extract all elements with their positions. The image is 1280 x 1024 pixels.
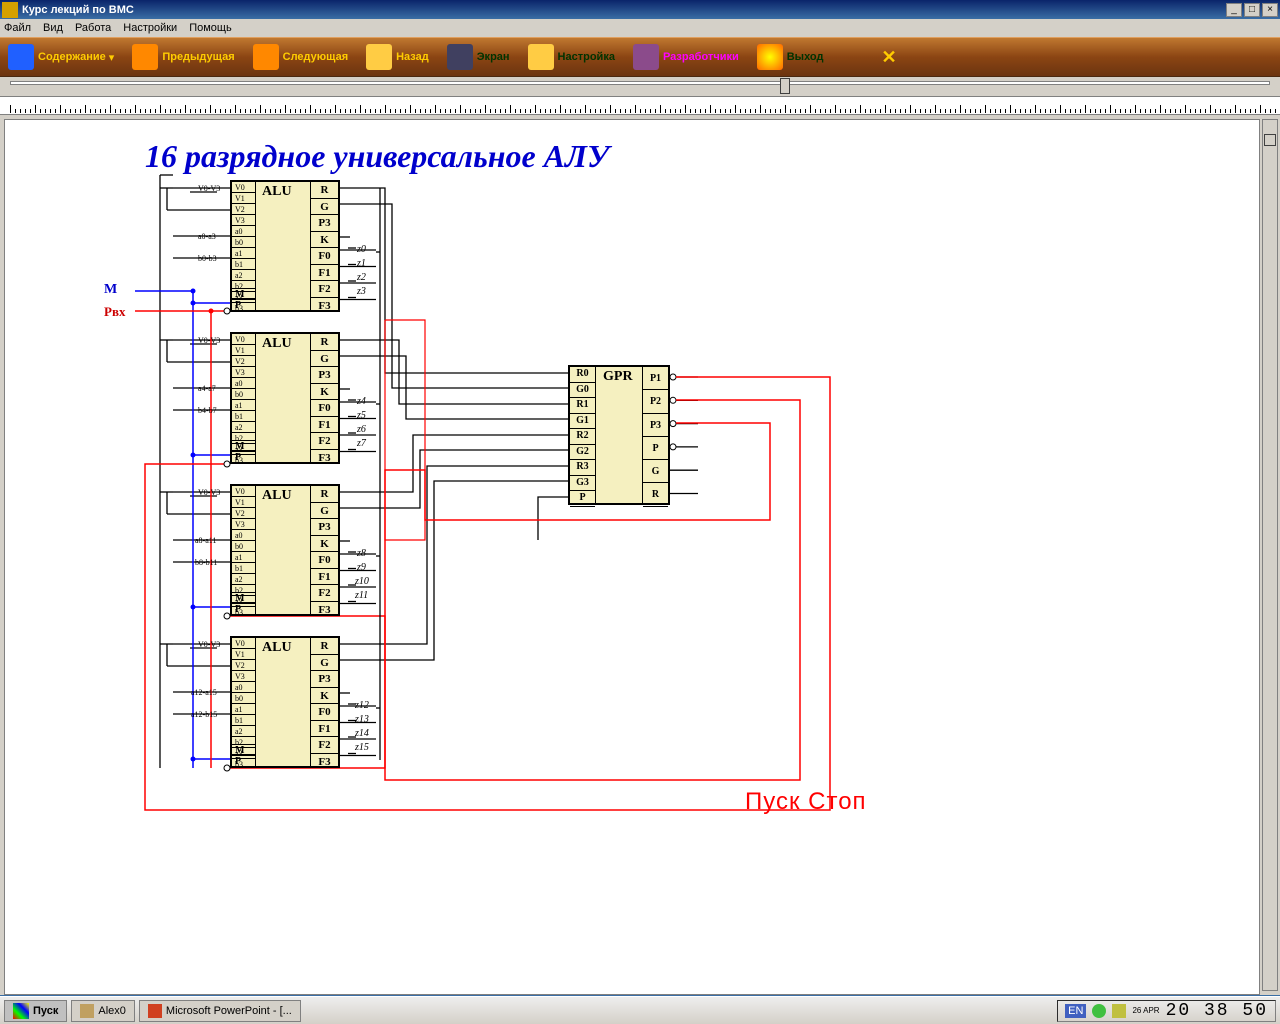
vertical-scrollbar[interactable] [1262, 119, 1278, 991]
output-label: z1 [357, 258, 366, 269]
run-controls[interactable]: Пуск Стоп [745, 788, 867, 816]
ruler [0, 97, 1280, 115]
menu-view[interactable]: Вид [43, 22, 63, 34]
scroll-thumb[interactable] [1264, 134, 1276, 146]
input-label: b4-b7 [198, 406, 217, 415]
taskbar-app2[interactable]: Microsoft PowerPoint - [... [139, 1000, 301, 1022]
system-tray[interactable]: EN 26 APR 20 38 50 [1057, 1000, 1276, 1022]
input-label: b0-b3 [198, 254, 217, 263]
close-x-icon[interactable]: ✕ [881, 47, 896, 68]
input-label: a12-a15 [191, 688, 217, 697]
minimize-button[interactable]: _ [1226, 3, 1242, 17]
nav-next[interactable]: Следующая [253, 44, 348, 70]
start-button[interactable]: Пуск [4, 1000, 67, 1022]
nav-mark[interactable]: Настройка [528, 44, 615, 70]
maximize-button[interactable]: □ [1244, 3, 1260, 17]
input-label: V0-V3 [198, 488, 220, 497]
screen-icon [447, 44, 473, 70]
alu-block-3: V0V1V2V3a0b0a1b1a2b2a3b3RGP3KF0F1F2F3ALU… [230, 636, 340, 768]
slider-bar [0, 77, 1280, 97]
tray-icon1[interactable] [1092, 1004, 1106, 1018]
document-page: 16 разрядное универсальное АЛУ М Рвх V0V… [4, 119, 1260, 995]
tray-icon2[interactable] [1112, 1004, 1126, 1018]
input-label: a4-a7 [198, 384, 216, 393]
content-area: 16 разрядное универсальное АЛУ М Рвх V0V… [0, 115, 1280, 995]
person-icon [633, 44, 659, 70]
alu-block-1: V0V1V2V3a0b0a1b1a2b2a3b3RGP3KF0F1F2F3ALU… [230, 332, 340, 464]
gear-icon [528, 44, 554, 70]
window-title: Курс лекций по ВМС [22, 4, 1224, 16]
output-label: z13 [355, 714, 369, 725]
output-label: z4 [357, 396, 366, 407]
output-label: z3 [357, 286, 366, 297]
output-label: z5 [357, 410, 366, 421]
output-label: z6 [357, 424, 366, 435]
signal-m-label: М [104, 282, 117, 298]
output-label: z12 [355, 700, 369, 711]
menu-help[interactable]: Помощь [189, 22, 232, 34]
output-label: z10 [355, 576, 369, 587]
input-label: V0-V3 [198, 184, 220, 193]
alu-block-2: V0V1V2V3a0b0a1b1a2b2a3b3RGP3KF0F1F2F3ALU… [230, 484, 340, 616]
folder-icon [366, 44, 392, 70]
diagram-title: 16 разрядное универсальное АЛУ [145, 138, 609, 175]
book-icon [8, 44, 34, 70]
menu-work[interactable]: Работа [75, 22, 111, 34]
input-label: a8-a11 [195, 536, 216, 545]
close-button[interactable]: × [1262, 3, 1278, 17]
input-label: b8-b11 [195, 558, 217, 567]
output-label: z2 [357, 272, 366, 283]
output-label: z14 [355, 728, 369, 739]
taskbar: Пуск Alex0 Microsoft PowerPoint - [... E… [0, 996, 1280, 1024]
output-label: z11 [355, 590, 368, 601]
gpr-block: R0G0R1G1R2G2R3G3PP1P2P3PGRGPR [568, 365, 670, 505]
output-label: z8 [357, 548, 366, 559]
arrow-right-icon [253, 44, 279, 70]
taskbar-app1[interactable]: Alex0 [71, 1000, 135, 1022]
alu-block-0: V0V1V2V3a0b0a1b1a2b2a3b3RGP3KF0F1F2F3ALU… [230, 180, 340, 312]
menu-bar: Файл Вид Работа Настройки Помощь [0, 19, 1280, 37]
slider-thumb[interactable] [780, 78, 790, 94]
title-bar: Курс лекций по ВМС _ □ × [0, 0, 1280, 19]
menu-file[interactable]: Файл [4, 22, 31, 34]
input-label: a0-a3 [198, 232, 216, 241]
nav-exit[interactable]: Выход [757, 44, 824, 70]
tray-date: 26 APR [1132, 1006, 1159, 1015]
app-icon [2, 2, 18, 18]
nav-contents[interactable]: Содержание▾ [8, 44, 114, 70]
nav-devs[interactable]: Разработчики [633, 44, 739, 70]
slider-track[interactable] [10, 81, 1270, 85]
nav-prev[interactable]: Предыдущая [132, 44, 234, 70]
tray-clock: 20 38 50 [1166, 1001, 1268, 1021]
input-label: V0-V3 [198, 336, 220, 345]
output-label: z9 [357, 562, 366, 573]
sun-icon [757, 44, 783, 70]
output-label: z7 [357, 438, 366, 449]
input-label: a12-b15 [191, 710, 217, 719]
nav-back[interactable]: Назад [366, 44, 429, 70]
nav-screen[interactable]: Экран [447, 44, 510, 70]
wiring-diagram [5, 120, 1259, 994]
toolbar: Содержание▾ Предыдущая Следующая Назад Э… [0, 37, 1280, 77]
windows-icon [13, 1003, 29, 1019]
menu-settings[interactable]: Настройки [123, 22, 177, 34]
arrow-left-icon [132, 44, 158, 70]
signal-p-label: Рвх [104, 304, 125, 320]
input-label: V0-V3 [198, 640, 220, 649]
lang-indicator[interactable]: EN [1065, 1004, 1086, 1018]
output-label: z15 [355, 742, 369, 753]
output-label: z0 [357, 244, 366, 255]
